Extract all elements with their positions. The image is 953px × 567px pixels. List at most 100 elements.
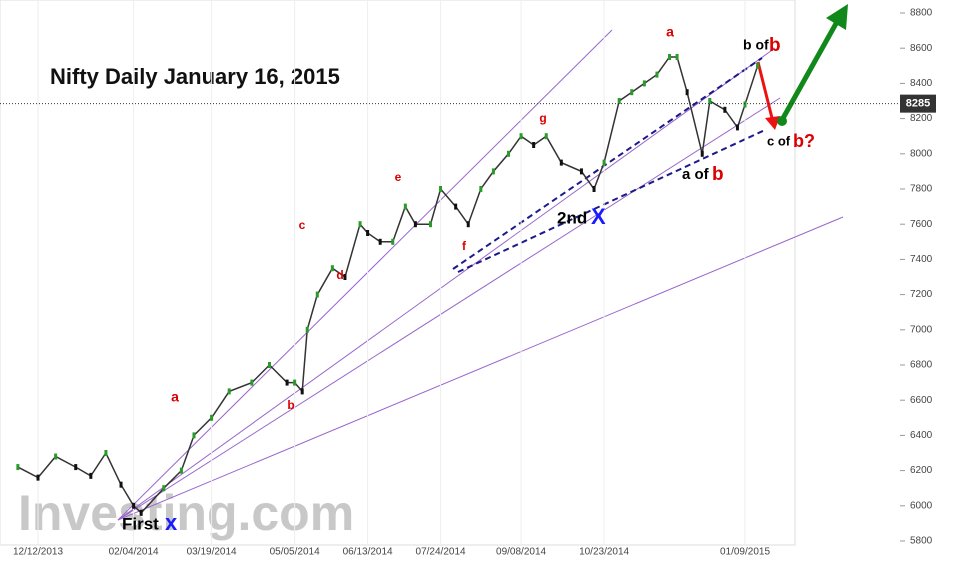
- price-point: [506, 150, 510, 157]
- price-point: [54, 453, 58, 460]
- annotation: b: [712, 164, 724, 185]
- price-point: [343, 274, 347, 280]
- y-tick-label: 7000: [910, 324, 933, 335]
- y-tick-label: 8800: [910, 8, 933, 19]
- annotation: a: [666, 24, 674, 40]
- price-point: [735, 124, 739, 131]
- annotation: g: [539, 111, 546, 125]
- price-point: [330, 265, 334, 272]
- annotation: d: [336, 268, 343, 282]
- arrows: [756, 4, 848, 130]
- y-tick-label: 6400: [910, 430, 933, 441]
- price-point: [74, 464, 78, 471]
- y-tick-label: 7200: [910, 289, 933, 300]
- price-point: [559, 159, 563, 166]
- price-point: [300, 388, 304, 395]
- plot-area: [0, 0, 796, 546]
- y-tick-label: 6000: [910, 500, 933, 511]
- price-point: [756, 62, 760, 69]
- y-tick-label: 8400: [910, 78, 933, 89]
- price-point: [16, 464, 20, 471]
- trend-lines: [117, 29, 844, 521]
- y-tick-label: 7400: [910, 254, 933, 265]
- price-point: [413, 221, 417, 228]
- annotation: a of: [682, 166, 710, 183]
- y-tick-label: 8000: [910, 148, 933, 159]
- price-point: [630, 89, 634, 96]
- price-point: [250, 379, 254, 386]
- y-tick-label: 6800: [910, 360, 933, 371]
- price-point: [119, 481, 123, 488]
- price-point: [192, 432, 196, 439]
- price-point: [743, 101, 747, 108]
- price-point: [285, 379, 289, 386]
- price-point: [227, 388, 231, 395]
- price-point: [723, 106, 727, 113]
- annotation: a: [171, 389, 179, 405]
- last-price-box: [900, 94, 936, 113]
- price-point: [592, 186, 596, 192]
- x-tick-label: 06/13/2014: [343, 547, 393, 558]
- price-point: [293, 379, 297, 386]
- x-tick-label: 01/09/2015: [720, 547, 770, 558]
- price-point: [89, 472, 93, 479]
- price-point: [378, 238, 382, 245]
- last-price-label: 8285: [906, 98, 930, 110]
- annotation: 2nd: [557, 208, 587, 227]
- price-point: [104, 450, 108, 456]
- annotation: x: [165, 510, 178, 535]
- price-point: [491, 168, 495, 175]
- price-point: [454, 203, 458, 210]
- price-point: [617, 98, 621, 104]
- price-point: [675, 54, 679, 60]
- price-point: [428, 221, 432, 228]
- price-point: [403, 203, 407, 210]
- price-point: [358, 221, 362, 228]
- y-tick-label: 8600: [910, 43, 933, 54]
- price-point: [466, 221, 470, 228]
- annotation: c: [299, 218, 306, 232]
- price-point: [315, 291, 319, 298]
- price-point: [162, 485, 166, 492]
- price-point: [139, 509, 143, 516]
- price-point: [179, 467, 183, 474]
- price-point: [366, 230, 370, 236]
- price-point: [267, 362, 271, 368]
- y-tick-label: 7600: [910, 219, 933, 230]
- price-point: [305, 326, 309, 333]
- annotation: f: [462, 239, 467, 253]
- channel-lines: [452, 57, 766, 273]
- y-tick-label: 6200: [910, 465, 933, 476]
- chart-title: Nifty Daily January 16, 2015: [50, 64, 340, 89]
- annotation: First: [122, 514, 159, 533]
- price-point: [668, 54, 672, 60]
- x-tick-label: 07/24/2014: [416, 547, 466, 558]
- annotation: c of: [767, 133, 791, 148]
- x-tick-label: 05/05/2014: [270, 547, 320, 558]
- annotation: b: [769, 35, 781, 56]
- x-tick-label: 02/04/2014: [109, 547, 159, 558]
- y-tick-label: 5800: [910, 536, 933, 547]
- annotation: b?: [793, 131, 815, 151]
- price-point: [579, 168, 583, 175]
- x-tick-label: 09/08/2014: [496, 547, 546, 558]
- price-point: [642, 80, 646, 87]
- x-tick-label: 12/12/2013: [13, 547, 63, 558]
- price-point: [210, 414, 214, 421]
- price-point: [685, 89, 689, 96]
- y-tick-label: 7800: [910, 184, 933, 195]
- y-tick-label: 8200: [910, 113, 933, 124]
- x-tick-label: 03/19/2014: [187, 547, 237, 558]
- price-point: [439, 186, 443, 192]
- price-point: [479, 186, 483, 192]
- price-point: [532, 142, 536, 148]
- annotation: b: [287, 398, 294, 412]
- price-line: [17, 56, 759, 514]
- price-point: [708, 98, 712, 104]
- annotation: b of: [743, 37, 769, 53]
- price-point: [655, 71, 659, 78]
- price-point: [519, 133, 523, 140]
- price-point: [36, 474, 40, 481]
- price-point: [544, 133, 548, 140]
